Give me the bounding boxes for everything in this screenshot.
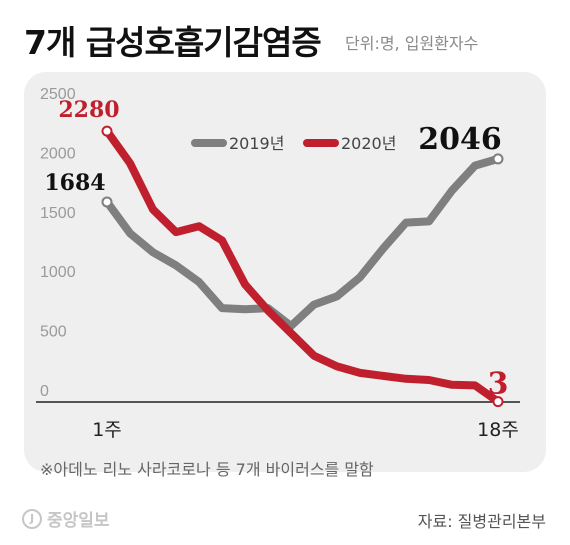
page-title: 7개 급성호흡기감염증: [24, 23, 322, 62]
data-label: 2280: [58, 97, 119, 123]
y-tick-label: 0: [40, 383, 49, 400]
y-tick-label: 1000: [40, 264, 76, 281]
y-tick-label: 2500: [40, 86, 76, 103]
endpoint-marker: [101, 125, 113, 137]
x-tick-label: 18주: [477, 419, 519, 441]
series-line-2020년: [103, 127, 502, 406]
legend-label: 2020년: [341, 134, 396, 153]
data-label: 2046: [418, 122, 502, 157]
endpoint-marker: [101, 196, 113, 208]
unit-label: 단위:명, 입원환자수: [345, 34, 479, 53]
logo-text: 중앙일보: [47, 511, 110, 531]
endpoint-marker: [492, 396, 504, 408]
publisher-logo: J 중앙일보: [22, 506, 110, 531]
y-tick-label: 1500: [40, 205, 76, 222]
y-tick-label: 2000: [40, 145, 76, 162]
data-label: 1684: [44, 170, 105, 196]
endpoint-marker: [492, 153, 504, 165]
footnote: ※아데노 리노 사라코로나 등 7개 바이러스를 말함: [40, 460, 374, 479]
x-tick-label: 1주: [92, 419, 122, 441]
data-label: 3: [488, 367, 509, 402]
y-tick-label: 500: [40, 324, 67, 341]
series-line-2019년: [103, 154, 502, 330]
legend-label: 2019년: [229, 134, 284, 153]
source-credit: 자료: 질병관리본부: [417, 512, 546, 531]
logo-circle-icon: J: [22, 508, 42, 529]
